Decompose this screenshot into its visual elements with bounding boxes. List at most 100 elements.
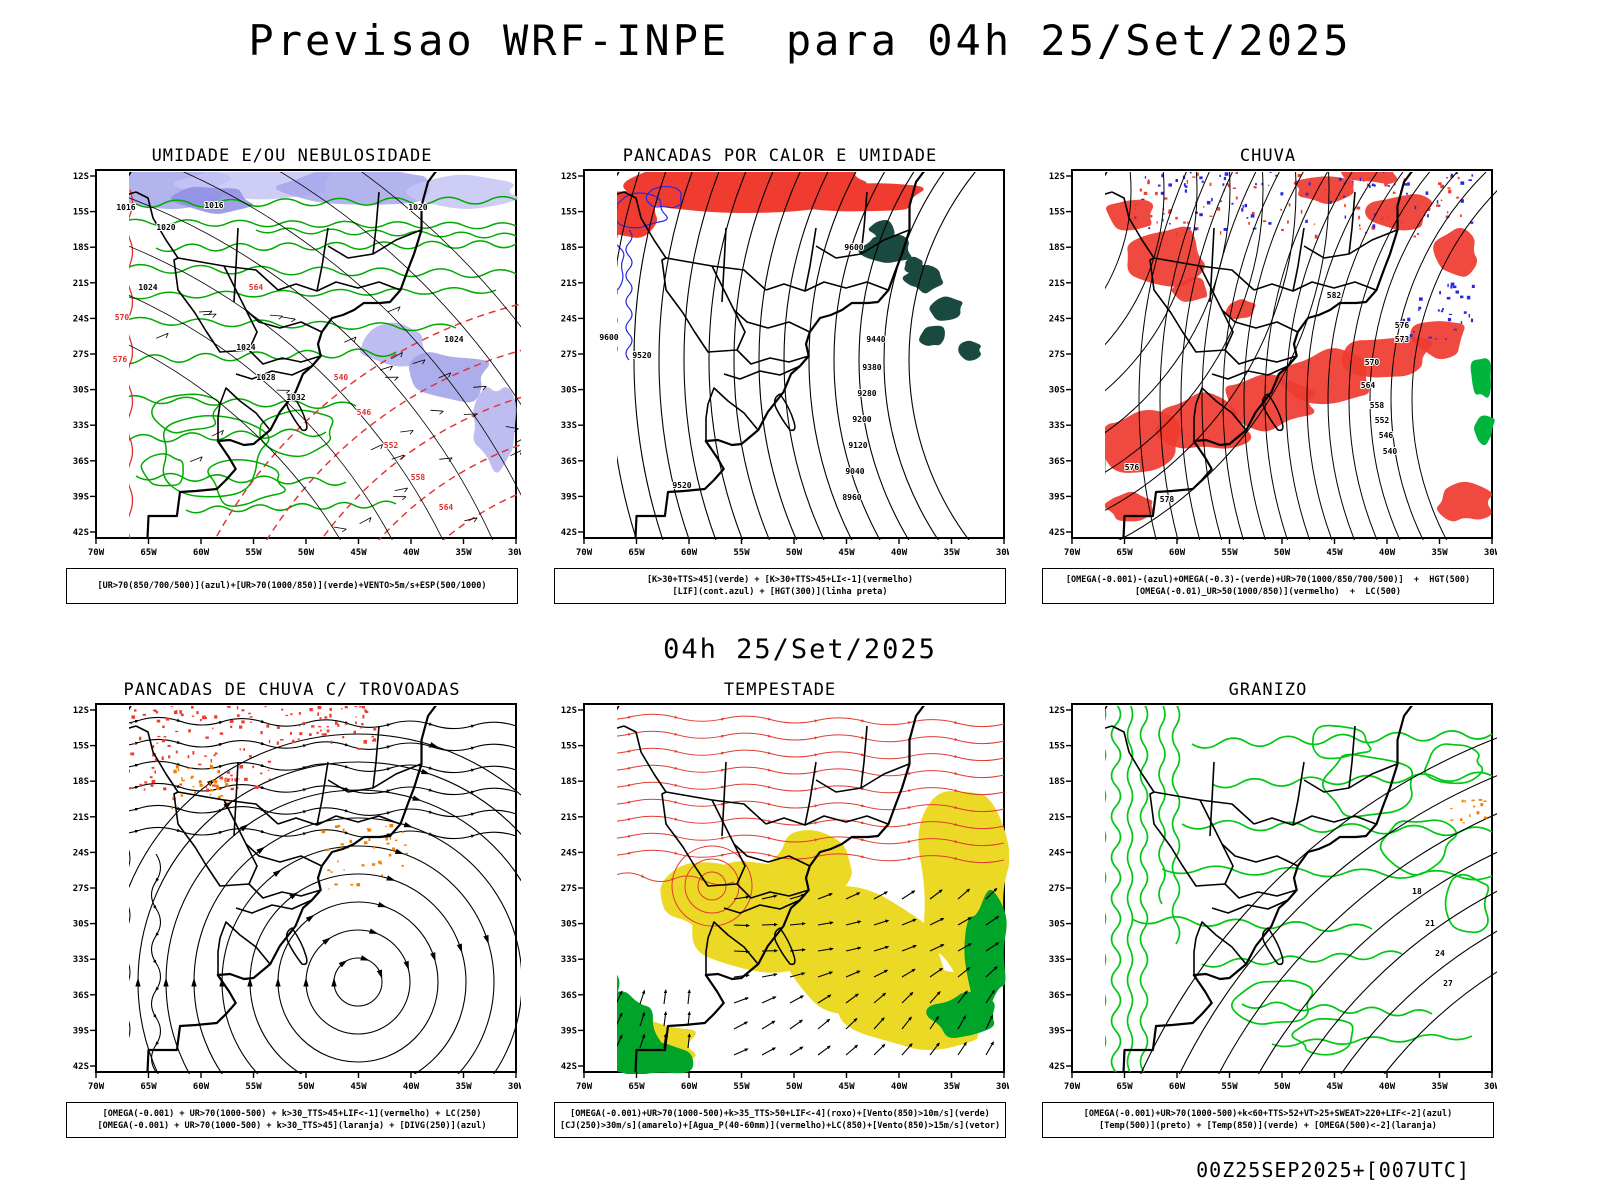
speckle-cluster [1402, 282, 1475, 340]
border-line [661, 791, 746, 887]
map-overlays [1105, 706, 1525, 1074]
border-line [245, 843, 323, 867]
contour-label: 9200 [852, 415, 871, 424]
border-line [1224, 349, 1297, 365]
legend-line: [OMEGA(-0.001) + UR>70(1000-500) + k>30_… [102, 1109, 482, 1119]
legend-line: [CJ(250)>30m/s](amarelo)+[Agua_P(40-60mm… [560, 1121, 1001, 1131]
lat-label: 33S [561, 421, 577, 431]
lon-label: 70W [88, 548, 105, 558]
lon-label: 30W [1484, 548, 1497, 558]
lagoon-outline [773, 393, 796, 432]
lon-label: 70W [1064, 548, 1081, 558]
map-panel-tempestade: TEMPESTADE 12S 15S 18S 21S 24S 27S 30S 33S 36S 39… [536, 680, 1024, 1138]
legend-line: [Temp(500)](preto) + [Temp(850)](verde) … [1099, 1121, 1437, 1131]
contour-label: 570 [115, 313, 130, 322]
lat-label: 42S [561, 1062, 577, 1072]
lon-label: 35W [943, 548, 960, 558]
lat-label: 18S [561, 243, 577, 253]
border-line [1253, 281, 1377, 292]
contour-label: 9440 [866, 335, 885, 344]
lat-label: 42S [1049, 528, 1065, 538]
lon-label: 70W [576, 1082, 593, 1092]
contour-label: 564 [249, 283, 264, 292]
border-line [1221, 309, 1299, 333]
border-line [316, 227, 329, 292]
border-line [1199, 799, 1255, 825]
axis-labels: 12S 15S 18S 21S 24S 27S 30S 33S 36S 39S 42S 70W 65W 6… [1049, 706, 1501, 1092]
lon-label: 45W [838, 1082, 855, 1092]
lat-label: 36S [73, 991, 89, 1001]
lat-label: 27S [561, 350, 577, 360]
bottom-panel-row: PANCADAS DE CHUVA C/ TROVOADAS 12S 15S 18S… [48, 680, 1552, 1138]
lon-label: 35W [943, 1082, 960, 1092]
lon-label: 55W [733, 548, 750, 558]
geography [1105, 706, 1413, 1073]
contour-label: 1024 [444, 335, 463, 344]
lat-label: 33S [1049, 421, 1065, 431]
contour-label: 18 [1412, 887, 1422, 896]
map-panel-pancadas-calor: PANCADAS POR CALOR E UMIDADE 9600 9600 952… [536, 146, 1024, 604]
geography [129, 172, 437, 539]
border-line [1199, 265, 1255, 291]
weather-map: 12S 15S 18S 21S 24S 27S 30S 33S 36S 39S 42S 70W 65W 6… [63, 702, 549, 1098]
contour-label: 558 [411, 473, 426, 482]
lat-label: 36S [561, 991, 577, 1001]
border-line [1193, 387, 1247, 441]
lat-label: 18S [561, 777, 577, 787]
border-line [1253, 815, 1377, 826]
lon-label: 50W [1274, 1082, 1291, 1092]
border-line [736, 883, 809, 899]
border-line [372, 191, 380, 255]
border-line [765, 815, 889, 826]
lat-label: 21S [561, 813, 577, 823]
border-line [733, 843, 811, 867]
lon-label: 55W [245, 548, 262, 558]
lon-label: 50W [786, 548, 803, 558]
border-line [1111, 191, 1155, 259]
map-panel-granizo: GRANIZO 18 21 24 27 12S 15S 18S 21S 24S 27S 30S 33S… [1024, 680, 1525, 1138]
border-line [1348, 725, 1356, 789]
contour-label: 9520 [632, 351, 651, 360]
lon-label: 50W [298, 548, 315, 558]
contour-label: 27 [1443, 979, 1453, 988]
coastline [634, 706, 925, 1073]
border-line [765, 281, 889, 292]
border-line [327, 229, 422, 259]
border-line [860, 191, 868, 255]
lat-label: 30S [1049, 920, 1065, 930]
lon-label: 60W [1169, 1082, 1186, 1092]
border-line [661, 257, 746, 353]
border-line [711, 799, 767, 825]
lagoon-outline [1261, 927, 1284, 966]
weather-map: 9600 9600 9520 9520 9440 9380 9280 9200 9120 9040… [551, 168, 1013, 564]
map-overlays [617, 172, 982, 540]
lat-label: 39S [561, 1026, 577, 1036]
lon-label: 55W [1221, 548, 1238, 558]
lat-label: 39S [1049, 1026, 1065, 1036]
contour-label: 576 [1125, 463, 1140, 472]
lat-label: 39S [73, 492, 89, 502]
map-panel-chuva: CHUVA 582 576 573 570 564 558 552 546 540 576 578 1… [1024, 146, 1518, 604]
lat-label: 15S [561, 742, 577, 752]
border-line [1111, 725, 1155, 793]
lat-label: 12S [73, 172, 89, 182]
mid-date-label: 04h 25/Set/2025 [663, 634, 937, 665]
border-line [173, 791, 258, 887]
map-overlays [129, 172, 549, 540]
lon-label: 55W [733, 1082, 750, 1092]
lat-label: 15S [1049, 742, 1065, 752]
contour-label: 546 [1379, 431, 1394, 440]
legend-line: [OMEGA(-0.001) + UR>70(1000-500) + k>30_… [97, 1121, 487, 1131]
lon-label: 45W [1326, 1082, 1343, 1092]
border-line [860, 725, 868, 789]
lat-label: 15S [1049, 208, 1065, 218]
contour-label: 1032 [286, 393, 305, 402]
lon-label: 30W [508, 548, 521, 558]
top-panel-row: UMIDADE E/OU NEBULOSIDADE 1016 1016 1020 10… [48, 146, 1552, 604]
lat-label: 30S [73, 920, 89, 930]
contour-label: 8960 [842, 493, 861, 502]
lon-label: 45W [838, 548, 855, 558]
border-line [1209, 761, 1215, 837]
axis-labels: 12S 15S 18S 21S 24S 27S 30S 33S 36S 39S 42S 70W 65W 6… [73, 172, 525, 558]
contour-label: 9040 [845, 467, 864, 476]
